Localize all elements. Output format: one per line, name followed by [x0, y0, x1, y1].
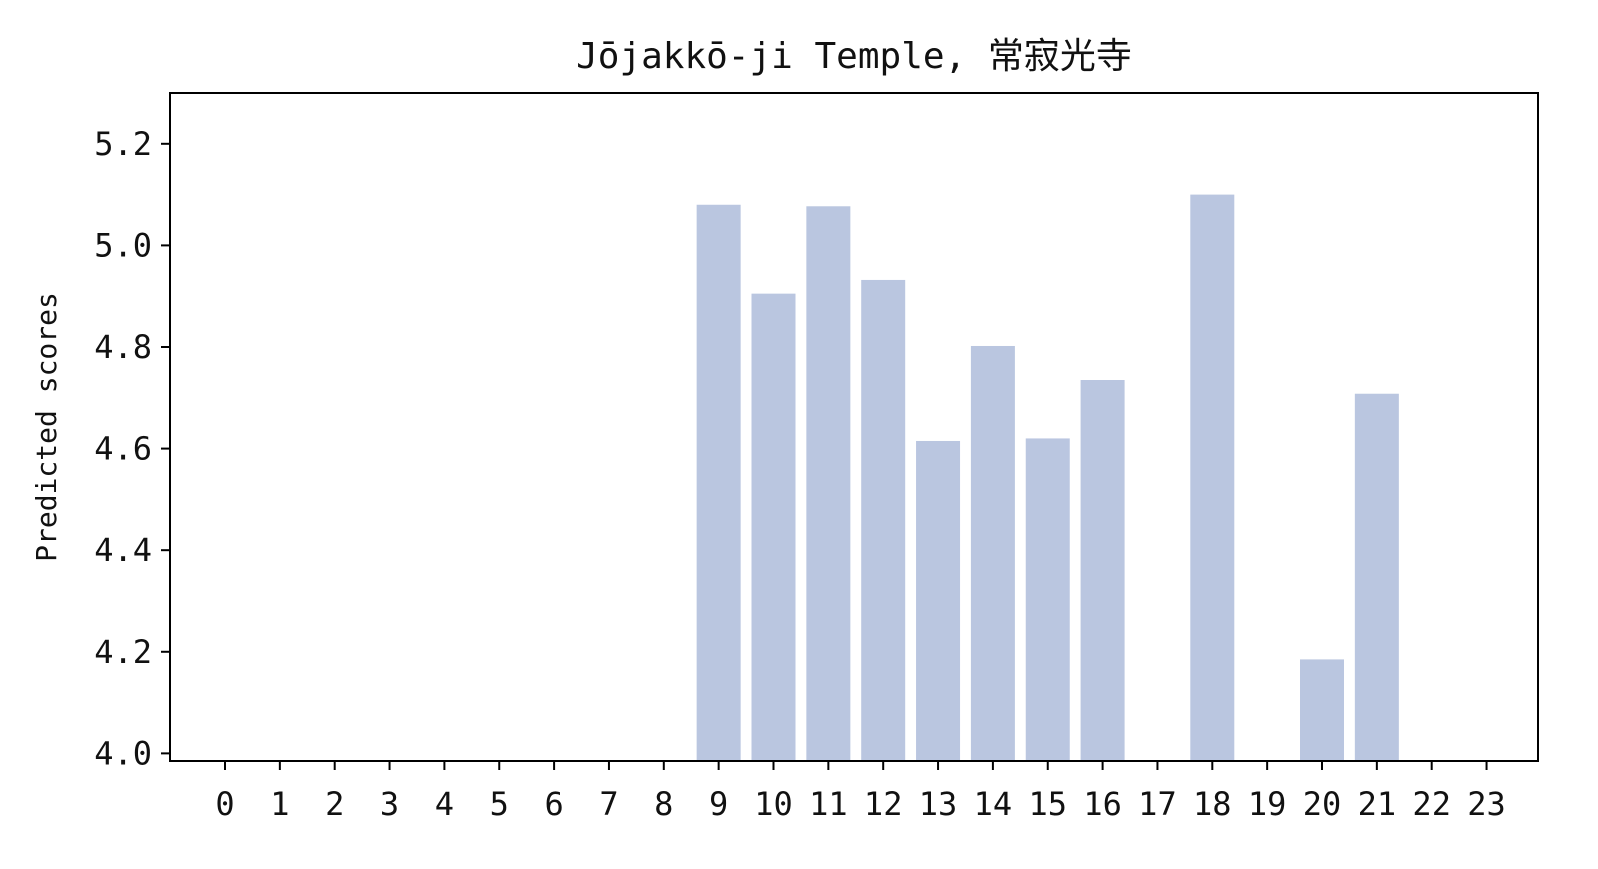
bar-hour-16 — [1080, 380, 1125, 761]
x-tick-label: 16 — [1083, 785, 1122, 823]
chart-title: Jōjakkō-ji Temple, 常寂光寺 — [576, 36, 1132, 77]
x-tick-label: 12 — [864, 785, 903, 823]
bar-hour-21 — [1354, 393, 1399, 761]
x-tick-label: 4 — [435, 785, 454, 823]
x-tick-label: 0 — [215, 785, 234, 823]
y-axis: 4.0 4.2 4.4 4.6 4.8 5.0 5.2 — [94, 125, 170, 772]
plot-frame — [169, 92, 1539, 762]
bar-hour-18 — [1190, 194, 1235, 762]
x-tick-label: 10 — [754, 785, 793, 823]
x-tick-label: 2 — [325, 785, 344, 823]
bar-hour-14 — [970, 345, 1015, 761]
x-tick-label: 8 — [654, 785, 673, 823]
y-tick-label: 4.2 — [94, 633, 152, 671]
x-axis: 0 1 2 3 4 5 6 7 8 9 10 11 12 13 14 15 16 17 18 19 20 21 22 23 — [215, 761, 1506, 823]
bar-hour-15 — [1025, 438, 1070, 761]
x-tick-label: 11 — [809, 785, 848, 823]
y-tick-label: 4.6 — [94, 430, 152, 468]
x-tick-label: 17 — [1138, 785, 1177, 823]
x-tick-label: 3 — [380, 785, 399, 823]
x-tick-label: 23 — [1467, 785, 1506, 823]
bar-hour-10 — [751, 293, 796, 761]
x-tick-label: 6 — [544, 785, 563, 823]
bar-hour-12 — [861, 279, 906, 761]
x-tick-label: 9 — [709, 785, 728, 823]
y-tick-label: 4.0 — [94, 734, 152, 772]
bar-hour-20 — [1300, 659, 1344, 761]
x-tick-label: 7 — [599, 785, 618, 823]
x-tick-label: 13 — [919, 785, 958, 823]
y-tick-label: 5.2 — [94, 125, 152, 163]
x-tick-label: 22 — [1412, 785, 1451, 823]
x-tick-label: 20 — [1303, 785, 1342, 823]
y-axis-title: Predicted scores — [30, 292, 63, 562]
y-tick-label: 5.0 — [94, 226, 152, 264]
x-tick-label: 19 — [1248, 785, 1287, 823]
x-tick-label: 15 — [1028, 785, 1067, 823]
bar-hour-9 — [696, 204, 741, 761]
x-tick-label: 5 — [490, 785, 509, 823]
bar-hour-11 — [806, 206, 851, 761]
x-tick-label: 21 — [1358, 785, 1397, 823]
y-tick-label: 4.8 — [94, 328, 152, 366]
x-tick-label: 1 — [270, 785, 289, 823]
bar-hour-13 — [916, 440, 961, 761]
bars-group — [696, 194, 1399, 762]
x-tick-label: 18 — [1193, 785, 1232, 823]
x-tick-label: 14 — [974, 785, 1013, 823]
y-tick-label: 4.4 — [94, 531, 152, 569]
